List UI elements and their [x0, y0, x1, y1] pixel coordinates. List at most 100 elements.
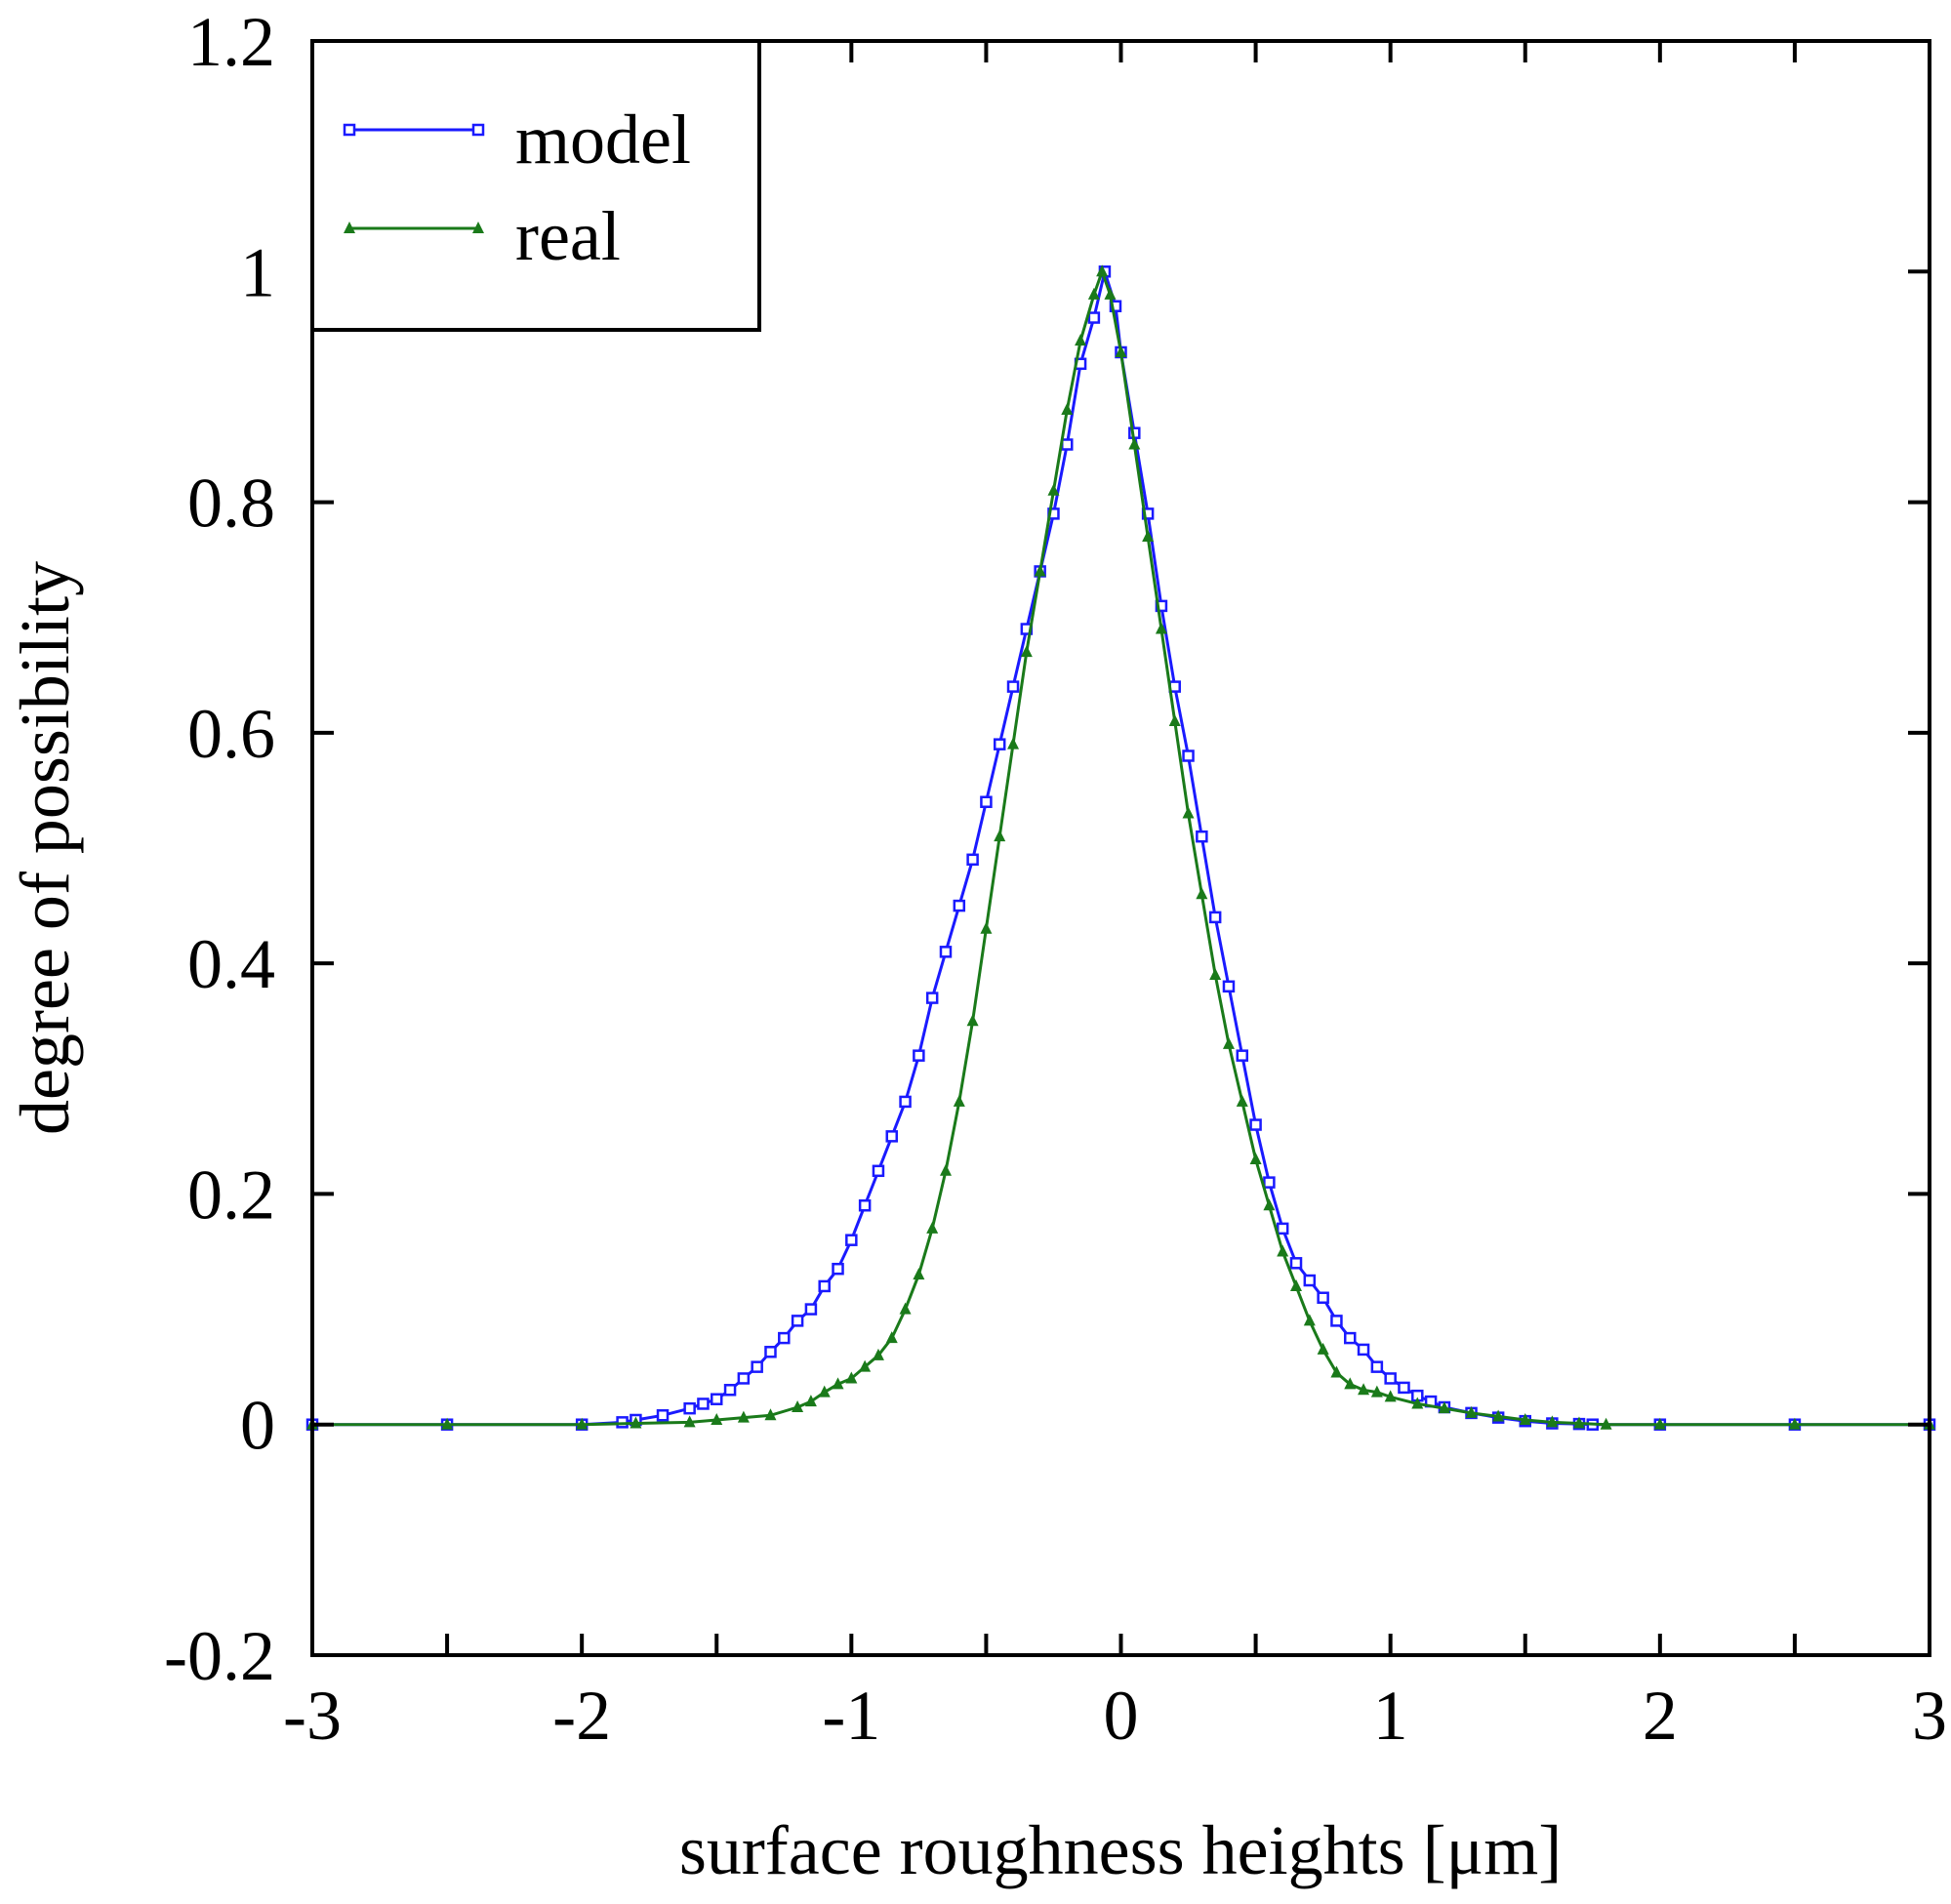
data-point-real [1222, 1036, 1235, 1049]
y-tick-label: 0.6 [187, 695, 275, 773]
data-point-model [953, 899, 966, 912]
data-point-model [1236, 1049, 1249, 1062]
data-point-model [1289, 1257, 1303, 1270]
data-point-model [845, 1234, 858, 1246]
y-tick-label: 0.8 [187, 465, 275, 543]
data-point-real [939, 1163, 952, 1176]
data-point-model [1109, 300, 1122, 312]
data-point-real [711, 1412, 723, 1425]
data-point-real [872, 1348, 884, 1360]
x-tick-label: 3 [1912, 1677, 1947, 1755]
data-point-model [656, 1409, 670, 1422]
data-point-model [778, 1331, 791, 1345]
data-point-real [818, 1385, 831, 1398]
data-point-model [764, 1346, 777, 1358]
data-point-real [1788, 1417, 1801, 1430]
legend: model real [310, 39, 761, 332]
data-point-model [1263, 1176, 1276, 1189]
data-point-real [576, 1417, 589, 1430]
data-point-model [1006, 680, 1020, 693]
data-point-model [913, 1049, 925, 1062]
data-point-real [1196, 887, 1208, 900]
data-point-real [1572, 1416, 1585, 1429]
data-point-real [1370, 1385, 1383, 1398]
data-point-model [1398, 1381, 1410, 1395]
data-point-model [818, 1279, 831, 1293]
data-point-real [1358, 1383, 1370, 1396]
y-axis-label: degree of possibility [6, 561, 84, 1135]
data-point-model [697, 1398, 710, 1410]
data-point-model [723, 1384, 737, 1397]
data-point-real [1653, 1417, 1666, 1430]
data-point-real [1411, 1397, 1424, 1409]
legend-label-model: model [515, 101, 691, 179]
data-point-real [1236, 1094, 1248, 1107]
x-tick-label: 0 [1104, 1677, 1139, 1755]
legend-marker-model-right [471, 123, 485, 137]
data-point-real [1330, 1365, 1343, 1378]
data-point-model [885, 1130, 899, 1143]
y-tick-label: 1.2 [187, 3, 275, 81]
data-point-real [926, 1221, 939, 1234]
y-tick-label: 0.4 [187, 925, 275, 1003]
data-point-real [953, 1094, 965, 1107]
data-point-model [1087, 311, 1101, 324]
data-point-real [899, 1302, 912, 1315]
x-tick-label: -2 [552, 1677, 611, 1755]
data-point-real [1290, 1278, 1303, 1291]
x-tick-label: -3 [283, 1677, 342, 1755]
data-point-real [1546, 1415, 1559, 1428]
data-point-real [441, 1417, 454, 1430]
data-point-real [1465, 1405, 1478, 1418]
data-point-real [1087, 287, 1100, 300]
data-point-model [1343, 1331, 1357, 1345]
plot-frame [310, 39, 1931, 1657]
data-point-model [1061, 438, 1074, 451]
data-point-real [1492, 1409, 1505, 1422]
y-tick-label: 0.2 [187, 1155, 275, 1234]
data-point-real [630, 1416, 642, 1429]
y-tick-label: 0 [240, 1387, 275, 1465]
data-point-model [1249, 1118, 1262, 1131]
data-point-real [1249, 1152, 1262, 1164]
data-point-real [1519, 1412, 1531, 1425]
data-point-real [737, 1410, 750, 1423]
data-point-real [1155, 622, 1167, 634]
data-point-model [683, 1401, 696, 1415]
data-point-real [1317, 1342, 1329, 1355]
data-point-real [859, 1359, 872, 1372]
data-point-model [872, 1164, 885, 1178]
data-point-real [1277, 1244, 1289, 1257]
data-point-real [792, 1399, 804, 1412]
data-point-model [966, 853, 979, 867]
data-point-model [1196, 830, 1208, 843]
data-point-real [1115, 344, 1127, 357]
data-point-real [966, 1014, 979, 1027]
x-axis-label: surface roughness heights [μm] [679, 1811, 1562, 1889]
data-point-model [858, 1198, 872, 1212]
data-point-model [1222, 980, 1236, 993]
y-tick-label: 1 [240, 233, 275, 311]
data-point-model [939, 946, 953, 958]
series-layer [305, 264, 1936, 1431]
data-point-model [1303, 1274, 1317, 1287]
data-point-real [1007, 737, 1020, 749]
data-point-real [1104, 287, 1117, 300]
data-point-real [1263, 1198, 1276, 1211]
x-tick-label: -1 [822, 1677, 880, 1755]
data-point-model [737, 1372, 751, 1385]
data-point-real [804, 1395, 817, 1407]
legend-marker-real-right [472, 222, 484, 233]
data-point-model [751, 1360, 763, 1373]
data-point-real [845, 1371, 858, 1384]
x-tick-label: 2 [1643, 1677, 1678, 1755]
data-point-model [1384, 1372, 1397, 1385]
data-point-real [1344, 1377, 1357, 1390]
data-point-real [1384, 1390, 1397, 1402]
data-point-model [1370, 1360, 1384, 1373]
y-tick-label: -0.2 [164, 1617, 275, 1695]
data-point-model [804, 1303, 818, 1316]
data-point-real [764, 1408, 777, 1421]
data-point-real [683, 1415, 696, 1428]
